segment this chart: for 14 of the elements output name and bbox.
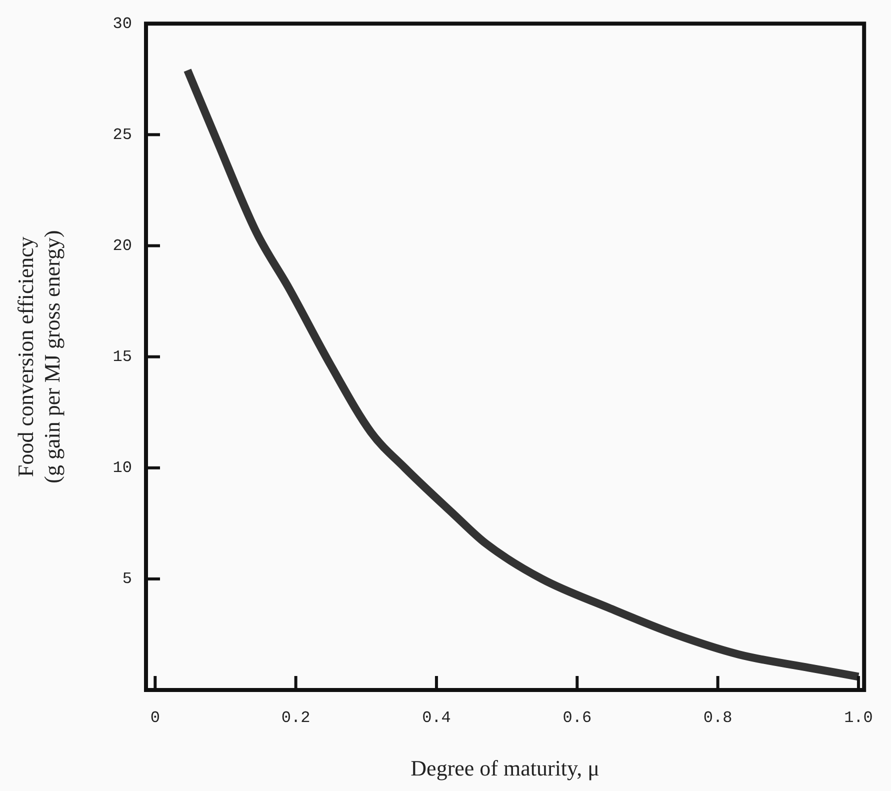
x-tick-label: 0.8 <box>703 708 732 727</box>
x-tick-label: 1.0 <box>844 708 873 727</box>
y-tick-label: 20 <box>112 236 132 255</box>
y-tick-label: 15 <box>112 348 132 366</box>
y-axis-title: Food conversion efficiency (g gain per MJ gross energy) <box>12 230 64 484</box>
y-tick-label: 30 <box>112 14 132 33</box>
y-tick-label: 10 <box>112 459 132 478</box>
x-tick-label: 0.2 <box>281 708 310 727</box>
y-tick-label: 5 <box>122 570 132 588</box>
x-tick-label: 0.6 <box>562 708 592 727</box>
x-axis-title: Degree of maturity, μ <box>410 756 600 781</box>
y-tick-label: 25 <box>112 126 132 144</box>
x-tick-label: 0.4 <box>422 708 451 727</box>
x-tick-label: 0 <box>150 708 160 727</box>
